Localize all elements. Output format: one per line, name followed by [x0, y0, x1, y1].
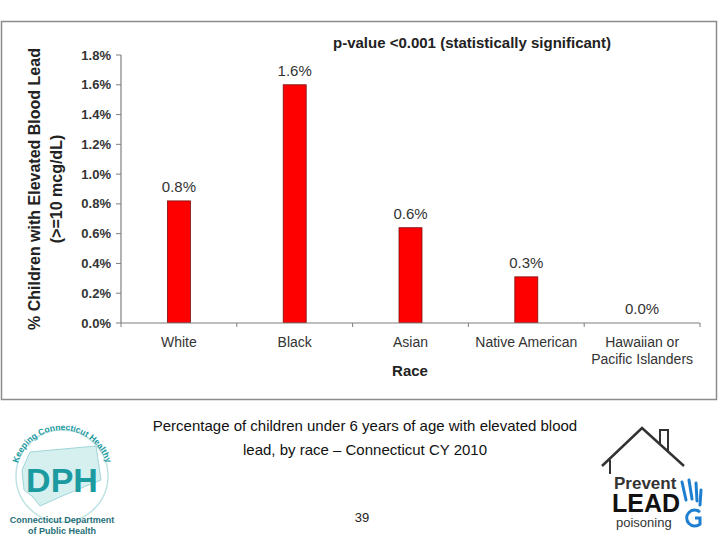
x-tick-label-line: Native American — [475, 334, 577, 350]
y-tick-label: 0.4% — [81, 256, 111, 271]
logo-hand-stroke — [700, 490, 701, 505]
y-tick-label: 0.6% — [81, 226, 111, 241]
x-axis-line — [121, 322, 700, 323]
data-label: 0.6% — [393, 205, 427, 222]
x-tick-label: Native American — [475, 334, 577, 350]
x-band-tick — [468, 323, 469, 327]
x-band-tick — [584, 323, 585, 327]
y-tick-label: 1.6% — [81, 77, 111, 92]
chart-svg: 0.0% 0.2% 0.4% 0.6% 0.8% 1.0% 1.2% 1.4% 1.6% 1.8%… — [0, 0, 720, 540]
logo-roof — [602, 428, 684, 466]
y-tick — [116, 323, 121, 324]
y-tick-label: 1.8% — [81, 48, 111, 63]
y-tick — [116, 144, 121, 145]
y-axis-label: % Children with Elevated Blood Lead (>=10… — [26, 48, 65, 330]
bar — [167, 201, 190, 323]
logo-name: of Public Health — [28, 526, 96, 536]
data-label: 0.0% — [625, 300, 659, 317]
x-band-tick — [121, 323, 122, 327]
data-label: 1.6% — [278, 62, 312, 79]
x-tick-label: Hawaiian orPacific Islanders — [591, 334, 693, 367]
logo-hand-stroke — [689, 480, 692, 499]
chart-frame — [2, 22, 717, 400]
bars — [167, 85, 537, 323]
y-tick-label: 1.2% — [81, 137, 111, 152]
logo-arc-path-text: Keeping Connecticut Healthy — [10, 422, 114, 464]
y-tick-label: 1.4% — [81, 107, 111, 122]
bar — [399, 228, 422, 323]
y-axis-label-line: % Children with Elevated Blood Lead — [26, 48, 43, 330]
y-tick — [116, 174, 121, 175]
logo-line3: poisoning — [616, 515, 672, 530]
y-tick — [116, 233, 121, 234]
y-tick-label: 0.0% — [81, 316, 111, 331]
x-tick-label: White — [161, 334, 197, 350]
y-tick — [116, 293, 121, 294]
page: {"chart_data": {"type": "bar", "title": … — [0, 0, 720, 540]
logo-hand-stroke — [696, 483, 697, 501]
caption: Percentage of children under 6 years of … — [140, 414, 590, 462]
logo-arc-text: Keeping Connecticut Healthy — [10, 422, 114, 464]
logo-chimney — [660, 430, 668, 452]
y-tick — [116, 114, 121, 115]
title: p-value <0.001 (statistically significan… — [333, 34, 611, 51]
logo-initials: DPH — [26, 461, 98, 499]
y-tick — [116, 84, 121, 85]
x-tick-label-line: Black — [278, 334, 313, 350]
y-tick-label: 0.2% — [81, 286, 111, 301]
page-number: 39 — [355, 510, 369, 525]
x-tick-label-line: White — [161, 334, 197, 350]
x-band-tick — [700, 323, 701, 327]
logo-wall — [609, 460, 611, 474]
data-label: 0.3% — [509, 254, 543, 271]
logo-hand-stroke — [682, 482, 686, 500]
y-tick-label: 0.8% — [81, 196, 111, 211]
x-tick-label-line: Hawaiian or — [605, 334, 679, 350]
logo-hand-mark — [687, 510, 700, 526]
data-label: 0.8% — [162, 178, 196, 195]
x-tick-label: Asian — [393, 334, 428, 350]
y-tick — [116, 55, 121, 56]
logo-line2: LEAD — [612, 489, 680, 517]
x-tick-label: Black — [278, 334, 313, 350]
y-tick-label: 1.0% — [81, 167, 111, 182]
x-tick-label-line: Pacific Islanders — [591, 351, 693, 367]
logo-name: Connecticut Department — [10, 515, 115, 525]
x-tick-label-line: Asian — [393, 334, 428, 350]
logo-state — [22, 446, 101, 506]
y-axis-line — [120, 55, 121, 323]
x-band-tick — [352, 323, 353, 327]
bar — [515, 277, 538, 323]
x-axis-label: Race — [392, 362, 428, 379]
bar — [283, 85, 306, 323]
x-band-tick — [236, 323, 237, 327]
y-tick — [116, 263, 121, 264]
y-axis-label-line: (>=10 mcg/dL) — [48, 135, 65, 243]
y-tick — [116, 203, 121, 204]
